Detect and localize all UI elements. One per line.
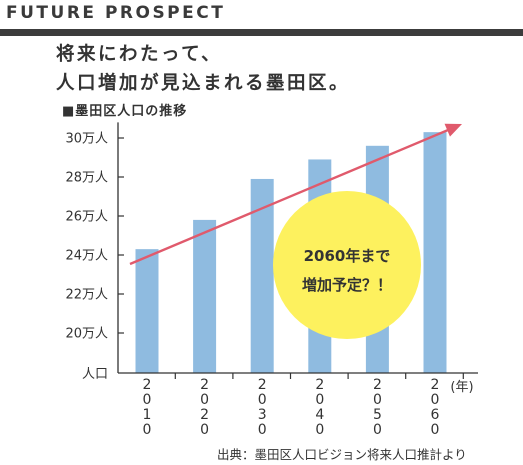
brand-title: FUTURE PROSPECT bbox=[6, 3, 226, 23]
y-tick-label-30: 30万人 bbox=[65, 132, 108, 147]
y-tick-label-22: 22万人 bbox=[65, 288, 108, 303]
y-axis-label: 人口 bbox=[82, 367, 108, 382]
trend-arrow-head bbox=[444, 123, 462, 137]
y-tick-label-20: 20万人 bbox=[65, 327, 108, 342]
headline-line-2: 人口増加が見込まれる墨田区。 bbox=[56, 73, 351, 94]
bar-2030 bbox=[250, 178, 274, 373]
bar-2020 bbox=[193, 219, 217, 373]
callout-line-1: 2060年まで bbox=[304, 247, 391, 265]
headline-line-1: 将来にわたって、 bbox=[56, 44, 223, 65]
trend-arrow-line bbox=[129, 126, 455, 266]
callout-circle bbox=[273, 191, 421, 339]
bar-2010 bbox=[135, 249, 159, 373]
callout-line-2: 増加予定？！ bbox=[302, 276, 392, 294]
x-axis-label: (年) bbox=[450, 380, 473, 395]
header-rule bbox=[0, 29, 523, 36]
y-tick-label-28: 28万人 bbox=[65, 171, 108, 186]
header: FUTURE PROSPECT bbox=[0, 0, 523, 36]
source-note: 出典：墨田区人口ビジョン将来人口推計より bbox=[217, 447, 467, 462]
chart-title: ■墨田区人口の推移 bbox=[62, 104, 188, 119]
bar-2060 bbox=[423, 132, 447, 373]
y-tick-label-26: 26万人 bbox=[65, 210, 108, 225]
y-tick-label-24: 24万人 bbox=[65, 249, 108, 264]
headline: 将来にわたって、 人口増加が見込まれる墨田区。 bbox=[56, 40, 350, 98]
